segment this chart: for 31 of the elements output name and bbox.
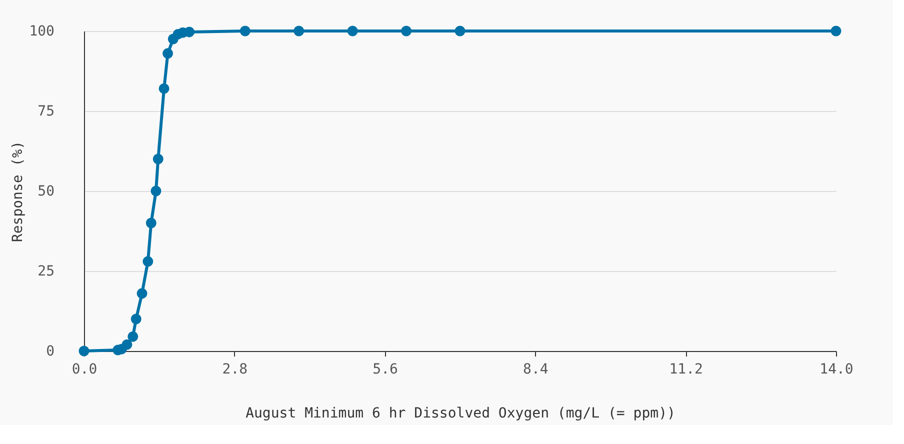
y-tick-label: 75 [38, 104, 54, 120]
point [454, 26, 466, 36]
x-tick-label: 5.6 [372, 362, 398, 378]
point [78, 346, 90, 356]
point [401, 26, 412, 36]
point [294, 26, 304, 36]
x-tick-label: 14.0 [820, 362, 854, 378]
y-tick-label: 25 [38, 264, 54, 280]
x-tick-label: 2.8 [222, 362, 248, 378]
y-tick-label: 50 [38, 184, 54, 200]
point [184, 26, 195, 38]
point [162, 48, 174, 59]
y-axis-title: Response (%) [10, 140, 26, 242]
point [136, 288, 148, 299]
point [142, 256, 154, 267]
x-tick-label: 8.4 [523, 362, 548, 378]
x-axis-title: August Minimum 6 hr Dissolved Oxygen (mg/L (= ppm)) [246, 406, 676, 422]
point [347, 26, 358, 36]
x-tick-label: 11.2 [669, 362, 703, 378]
point [150, 186, 162, 196]
x-tick-label: 0.0 [72, 362, 98, 378]
y-tick-label: 100 [29, 24, 54, 40]
point [128, 331, 138, 342]
point [830, 26, 842, 36]
point [122, 339, 132, 350]
point [158, 83, 170, 94]
y-tick-label: 0 [46, 344, 54, 360]
point [152, 154, 164, 164]
point [130, 314, 142, 324]
point [240, 26, 250, 36]
point [146, 218, 156, 228]
